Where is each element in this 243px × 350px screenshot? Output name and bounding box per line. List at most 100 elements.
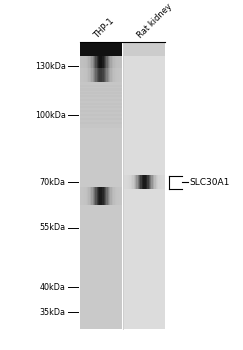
Bar xyxy=(106,49,108,80)
Bar xyxy=(116,49,117,80)
Bar xyxy=(115,68,116,82)
Bar xyxy=(95,188,97,205)
Bar xyxy=(80,110,122,116)
Bar xyxy=(98,49,99,80)
Bar xyxy=(154,175,156,189)
Text: 100kDa: 100kDa xyxy=(35,111,66,120)
Bar xyxy=(111,68,112,82)
Bar xyxy=(82,68,83,82)
Bar xyxy=(86,68,87,82)
Bar xyxy=(139,175,140,189)
Bar xyxy=(105,49,106,80)
Bar xyxy=(105,188,106,205)
Bar xyxy=(164,175,165,189)
Bar xyxy=(88,188,90,205)
Bar xyxy=(87,68,88,82)
Bar xyxy=(115,188,116,205)
Bar xyxy=(90,68,91,82)
Bar xyxy=(109,49,111,80)
Bar xyxy=(93,49,94,80)
Bar xyxy=(98,68,99,82)
Bar xyxy=(80,92,122,98)
Bar xyxy=(80,99,122,105)
Text: 40kDa: 40kDa xyxy=(40,283,66,292)
Bar xyxy=(80,114,122,120)
Bar xyxy=(132,175,134,189)
Bar xyxy=(87,188,88,205)
Bar xyxy=(82,49,83,80)
Bar xyxy=(95,68,97,82)
Bar xyxy=(157,175,158,189)
Bar xyxy=(147,175,149,189)
Bar xyxy=(134,175,135,189)
Bar xyxy=(128,175,130,189)
Bar xyxy=(80,188,82,205)
Text: 130kDa: 130kDa xyxy=(35,62,66,71)
Bar xyxy=(143,175,145,189)
Bar xyxy=(112,49,113,80)
Bar xyxy=(149,175,150,189)
Bar xyxy=(112,188,113,205)
Bar xyxy=(113,49,115,80)
Bar xyxy=(108,49,109,80)
Text: 35kDa: 35kDa xyxy=(40,308,66,317)
Bar xyxy=(151,175,153,189)
Bar xyxy=(140,175,142,189)
Bar xyxy=(93,68,94,82)
Text: 55kDa: 55kDa xyxy=(39,223,66,232)
Bar xyxy=(105,68,106,82)
Text: Rat kidney: Rat kidney xyxy=(136,2,174,40)
Bar xyxy=(119,68,120,82)
Bar xyxy=(80,85,122,91)
Bar xyxy=(106,188,108,205)
Bar xyxy=(108,188,109,205)
Bar xyxy=(80,49,82,80)
Bar xyxy=(80,122,122,128)
Bar xyxy=(113,188,115,205)
Bar xyxy=(97,68,98,82)
Bar xyxy=(80,103,122,108)
Bar xyxy=(80,82,122,87)
Bar xyxy=(101,188,102,205)
Bar xyxy=(91,188,93,205)
Bar xyxy=(80,42,122,56)
Bar xyxy=(124,175,125,189)
Bar xyxy=(138,175,139,189)
Bar xyxy=(163,175,164,189)
Bar xyxy=(94,49,95,80)
Bar xyxy=(91,68,93,82)
Bar xyxy=(99,68,101,82)
Text: SLC30A1: SLC30A1 xyxy=(190,178,230,187)
Bar xyxy=(142,175,143,189)
Bar xyxy=(124,42,165,56)
Bar xyxy=(80,42,122,329)
Bar xyxy=(150,175,151,189)
Bar xyxy=(86,188,87,205)
Bar xyxy=(88,68,90,82)
Bar xyxy=(104,49,105,80)
Bar xyxy=(88,49,90,80)
Bar xyxy=(102,188,104,205)
Bar xyxy=(84,49,86,80)
Bar xyxy=(99,49,101,80)
Bar xyxy=(158,175,160,189)
Bar xyxy=(120,49,122,80)
Bar xyxy=(94,68,95,82)
Bar xyxy=(160,175,161,189)
Bar xyxy=(131,175,132,189)
Bar xyxy=(101,49,102,80)
Bar xyxy=(83,188,84,205)
Bar xyxy=(83,68,84,82)
Text: THP-1: THP-1 xyxy=(92,16,116,40)
Bar xyxy=(102,68,104,82)
Bar xyxy=(156,175,157,189)
Bar xyxy=(83,49,84,80)
Bar xyxy=(94,188,95,205)
Bar xyxy=(115,49,116,80)
Bar xyxy=(161,175,163,189)
Bar xyxy=(127,175,128,189)
Bar xyxy=(111,49,112,80)
Bar xyxy=(97,188,98,205)
Bar xyxy=(80,68,82,82)
Bar xyxy=(101,68,102,82)
